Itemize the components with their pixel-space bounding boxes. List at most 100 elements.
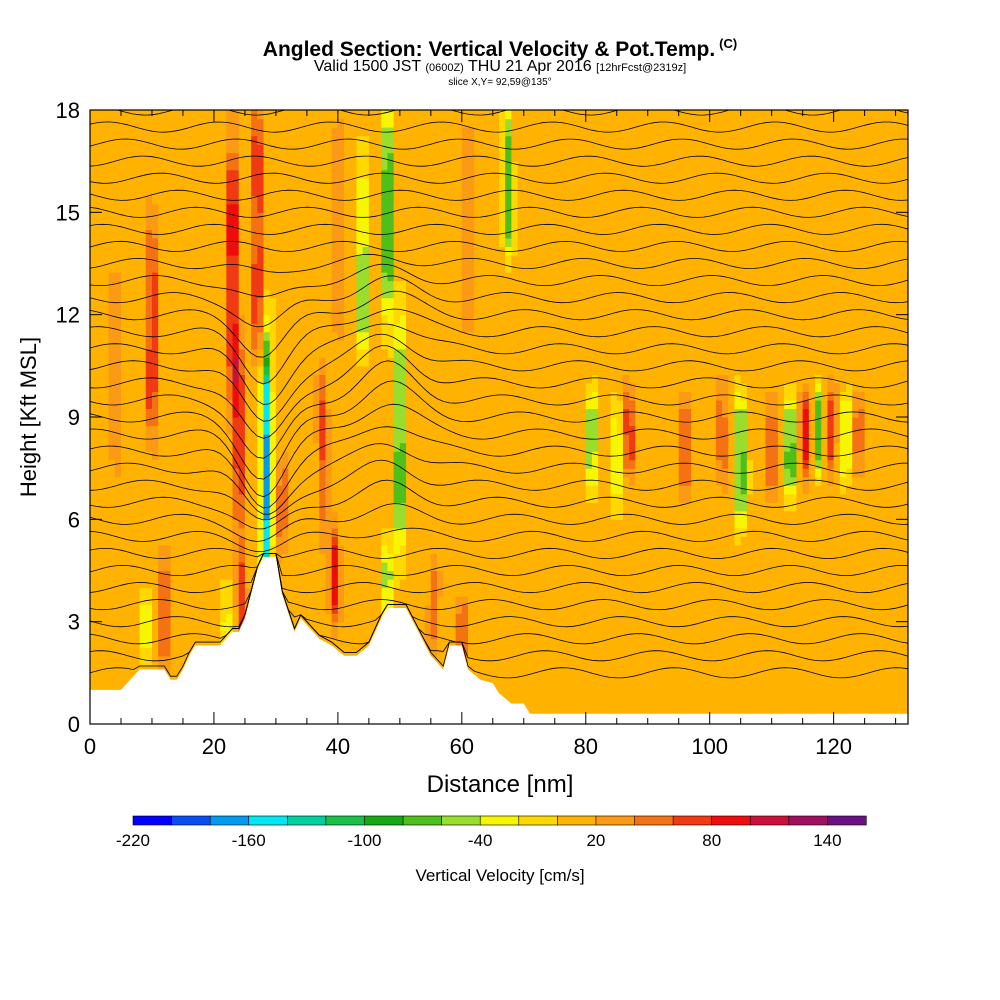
velocity-cell: [443, 152, 451, 162]
velocity-cell: [350, 272, 358, 282]
velocity-cell: [325, 408, 333, 418]
velocity-cell: [170, 442, 178, 452]
velocity-cell: [418, 195, 426, 205]
velocity-cell: [164, 374, 172, 384]
velocity-cell: [455, 587, 463, 597]
velocity-cell: [139, 306, 147, 316]
velocity-cell: [158, 579, 165, 589]
velocity-cell: [269, 399, 277, 410]
velocity-cell: [244, 527, 252, 537]
velocity-cell: [313, 579, 320, 589]
velocity-cell: [499, 110, 506, 120]
velocity-cell: [120, 408, 128, 418]
velocity-cell: [306, 135, 314, 145]
velocity-cell: [139, 289, 147, 299]
velocity-cell: [127, 544, 134, 555]
velocity-cell: [418, 451, 426, 461]
velocity-cell: [158, 186, 165, 196]
velocity-cell: [337, 451, 345, 461]
velocity-cell: [176, 510, 184, 520]
velocity-cell: [275, 280, 283, 290]
velocity-cell: [350, 357, 358, 367]
velocity-cell: [368, 118, 376, 128]
velocity-cell: [455, 579, 463, 589]
velocity-cell: [306, 391, 314, 401]
velocity-cell: [145, 468, 153, 478]
velocity-cell: [120, 544, 128, 555]
velocity-cell: [120, 306, 128, 316]
velocity-cell: [90, 246, 97, 256]
velocity-cell: [492, 638, 500, 648]
velocity-cell: [356, 442, 364, 452]
velocity-cell: [468, 434, 475, 444]
velocity-cell: [201, 485, 209, 495]
velocity-cell: [486, 203, 494, 213]
velocity-cell: [120, 459, 128, 469]
velocity-cell: [120, 263, 128, 273]
velocity-cell: [170, 195, 178, 205]
velocity-cell: [313, 621, 320, 631]
velocity-cell: [331, 272, 339, 282]
velocity-cell: [238, 382, 246, 393]
velocity-cell: [102, 672, 110, 682]
velocity-cell: [251, 382, 258, 393]
velocity-cell: [381, 178, 389, 188]
velocity-cell: [96, 596, 103, 606]
velocity-cell: [319, 408, 327, 418]
velocity-cell: [399, 468, 407, 478]
velocity-cell: [337, 399, 345, 410]
velocity-cell: [207, 203, 215, 213]
velocity-cell: [244, 152, 252, 162]
velocity-cell: [505, 246, 512, 256]
velocity-cell: [158, 263, 165, 273]
velocity-cell: [201, 212, 209, 222]
velocity-cell: [96, 570, 103, 580]
velocity-cell: [344, 254, 351, 265]
velocity-cell: [158, 587, 165, 597]
velocity-cell: [356, 604, 364, 614]
velocity-cell: [449, 527, 457, 537]
velocity-cell: [120, 118, 128, 128]
velocity-cell: [319, 630, 327, 640]
velocity-cell: [480, 664, 488, 674]
velocity-cell: [195, 485, 203, 495]
velocity-cell: [424, 374, 432, 384]
velocity-cell: [189, 561, 196, 572]
velocity-cell: [443, 391, 451, 401]
velocity-cell: [437, 655, 444, 665]
velocity-cell: [244, 425, 252, 435]
velocity-cell: [288, 135, 296, 145]
velocity-cell: [282, 331, 289, 341]
velocity-cell: [362, 152, 370, 162]
velocity-cell: [492, 502, 500, 512]
velocity-cell: [102, 135, 110, 145]
velocity-cell: [257, 272, 265, 282]
velocity-cell: [90, 220, 97, 230]
velocity-cell: [499, 459, 506, 469]
velocity-cell: [251, 459, 258, 469]
velocity-cell: [139, 246, 147, 256]
velocity-cell: [375, 468, 382, 478]
velocity-cell: [331, 544, 339, 555]
velocity-cell: [381, 579, 389, 589]
velocity-cell: [133, 391, 141, 401]
velocity-cell: [244, 382, 252, 393]
velocity-cell: [182, 348, 190, 358]
velocity-cell: [480, 408, 488, 418]
velocity-cell: [505, 382, 512, 393]
velocity-cell: [331, 374, 339, 384]
velocity-cell: [368, 306, 376, 316]
velocity-cell: [244, 502, 252, 512]
velocity-cell: [511, 655, 519, 665]
velocity-cell: [201, 314, 209, 324]
velocity-cell: [337, 203, 345, 213]
velocity-cell: [201, 220, 209, 230]
velocity-cell: [430, 630, 438, 640]
velocity-cell: [96, 348, 103, 358]
velocity-cell: [499, 118, 506, 128]
velocity-cell: [269, 297, 277, 307]
velocity-cell: [195, 161, 203, 171]
velocity-cell: [480, 220, 488, 230]
velocity-cell: [288, 382, 296, 393]
velocity-cell: [269, 417, 277, 427]
